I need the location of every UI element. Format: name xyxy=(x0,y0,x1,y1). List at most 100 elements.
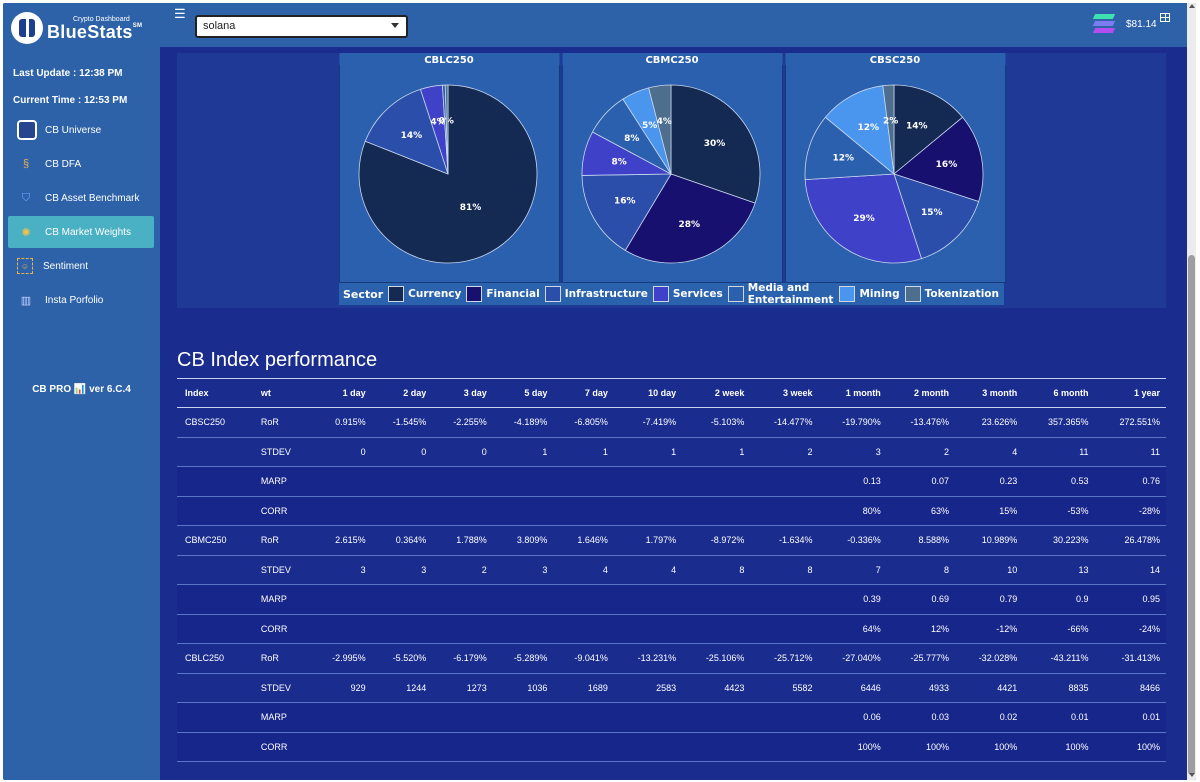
legend-label: Financial xyxy=(486,288,540,300)
table-cell xyxy=(682,614,751,644)
table-icon[interactable] xyxy=(1160,13,1170,22)
pie-slice[interactable] xyxy=(893,116,984,203)
table-cell: 0 xyxy=(311,437,372,467)
pie-data-label: 16% xyxy=(936,160,958,170)
pie-data-label: 2% xyxy=(883,117,898,127)
table-cell: -32.028% xyxy=(955,643,1024,674)
sidebar-item-label: CB Asset Benchmark xyxy=(45,192,140,204)
table-row: MARP 0.06 0.03 0.02 0.01 0.01 xyxy=(177,702,1166,733)
table-cell xyxy=(750,614,819,644)
sidebar-item-label: CB Market Weights xyxy=(45,226,131,238)
table-cell: 6446 xyxy=(818,673,887,703)
table-cell xyxy=(432,614,493,644)
sidebar-item-label: Sentiment xyxy=(43,260,89,272)
pie-slice[interactable] xyxy=(670,84,761,204)
performance-table: Index wt 1 day 2 day 3 day 5 day 7 day 10 day 2 … xyxy=(177,378,1166,762)
app-window: Crypto Dashboard BlueStatsSM Last Update… xyxy=(3,3,1196,780)
logo-trademark: SM xyxy=(132,22,143,29)
sidebar-item-sentiment[interactable]: ☺ Sentiment xyxy=(8,250,154,282)
sidebar-item-cb-asset-benchmark[interactable]: ⛉ CB Asset Benchmark xyxy=(8,182,154,214)
pie-slice[interactable] xyxy=(444,84,449,175)
table-cell: 80% xyxy=(818,496,887,526)
table-cell xyxy=(682,466,751,497)
table-cell xyxy=(177,555,253,585)
bluestats-logo-icon xyxy=(11,12,43,44)
table-cell xyxy=(682,584,751,615)
table-cell: 0.95 xyxy=(1094,584,1166,615)
legend-label: Media and Entertainment xyxy=(747,282,834,306)
table-cell xyxy=(311,584,372,615)
pie-slice[interactable] xyxy=(804,116,896,181)
legend-item: Currency xyxy=(388,282,461,306)
table-cell xyxy=(613,614,683,644)
table-cell: RoR xyxy=(252,643,312,674)
column-header: 1 month xyxy=(818,378,887,408)
table-cell: 3 xyxy=(371,555,433,585)
table-cell: 100% xyxy=(818,732,887,762)
table-cell: CORR xyxy=(252,496,312,526)
pie-slice[interactable] xyxy=(893,173,980,260)
table-cell: -1.634% xyxy=(750,525,819,556)
table-cell xyxy=(613,702,683,733)
pie-slice[interactable] xyxy=(804,173,923,264)
table-cell: 8 xyxy=(886,555,955,585)
table-row: CBLC250 RoR -2.995% -5.520% -6.179% -5.289% -9… xyxy=(177,643,1166,674)
table-cell xyxy=(492,496,554,526)
table-cell xyxy=(177,466,253,497)
table-cell: -14.477% xyxy=(750,407,819,438)
sidebar-item-cb-universe[interactable]: CB Universe xyxy=(8,114,154,146)
column-header: 7 day xyxy=(553,378,614,408)
column-header: 3 day xyxy=(432,378,493,408)
table-cell xyxy=(311,614,372,644)
sidebar-item-cb-dfa[interactable]: § CB DFA xyxy=(8,148,154,180)
table-cell: 4423 xyxy=(682,673,751,703)
table-cell xyxy=(177,673,253,703)
table-cell: STDEV xyxy=(252,555,312,585)
logo-name: BlueStats xyxy=(47,21,133,42)
table-row: MARP 0.13 0.07 0.23 0.53 0.76 xyxy=(177,466,1166,497)
table-cell: 1 xyxy=(492,437,554,467)
table-cell: 2583 xyxy=(613,673,683,703)
cube-icon xyxy=(17,120,37,140)
top-bar: ☰ solana $81.14 xyxy=(160,3,1196,47)
table-cell: 64% xyxy=(818,614,887,644)
app-logo[interactable]: Crypto Dashboard BlueStatsSM xyxy=(11,7,159,49)
table-row: STDEV 3 3 2 3 4 4 8 8 7 8 10 13 14 xyxy=(177,555,1166,585)
table-cell xyxy=(492,614,554,644)
pie-slice[interactable] xyxy=(824,85,895,175)
column-header: 2 week xyxy=(682,378,751,408)
table-cell: -5.103% xyxy=(682,407,751,438)
table-cell: 1 xyxy=(682,437,751,467)
sidebar-item-cb-market-weights[interactable]: ✺ CB Market Weights xyxy=(8,216,154,248)
table-cell xyxy=(371,732,433,762)
table-cell: 0.03 xyxy=(886,702,955,733)
vertical-scrollbar[interactable] xyxy=(1187,3,1196,780)
legend-item: Financial xyxy=(466,282,540,306)
scroll-up-arrow-icon[interactable] xyxy=(1189,4,1195,8)
table-cell xyxy=(432,496,493,526)
table-cell: 0.39 xyxy=(818,584,887,615)
legend-swatch xyxy=(904,286,921,302)
table-cell: -2.255% xyxy=(432,407,493,438)
pie-slice[interactable] xyxy=(882,84,895,175)
asset-select[interactable]: solana xyxy=(195,15,408,38)
legend-item: Mining xyxy=(839,282,900,306)
table-cell: RoR xyxy=(252,525,312,556)
table-cell xyxy=(371,584,433,615)
table-cell xyxy=(750,732,819,762)
scrollbar-thumb[interactable] xyxy=(1188,255,1195,775)
solana-logo-icon xyxy=(1092,13,1116,35)
hamburger-icon[interactable]: ☰ xyxy=(174,6,186,21)
network-icon: ✺ xyxy=(21,226,31,239)
legend-swatch xyxy=(727,286,744,302)
legend-label: Infrastructure xyxy=(564,288,648,300)
legend-swatch xyxy=(839,286,856,302)
pie-slice[interactable] xyxy=(648,84,672,175)
token-price: $81.14 xyxy=(1126,19,1157,30)
sidebar-item-insta-portfolio[interactable]: ▥ Insta Porfolio xyxy=(8,284,154,316)
legend-label: Currency xyxy=(408,288,462,300)
logo-subtitle: Crypto Dashboard xyxy=(73,15,130,23)
scroll-down-arrow-icon[interactable] xyxy=(1189,773,1195,777)
pie-slice[interactable] xyxy=(893,84,964,175)
pie-slice[interactable] xyxy=(581,173,672,251)
